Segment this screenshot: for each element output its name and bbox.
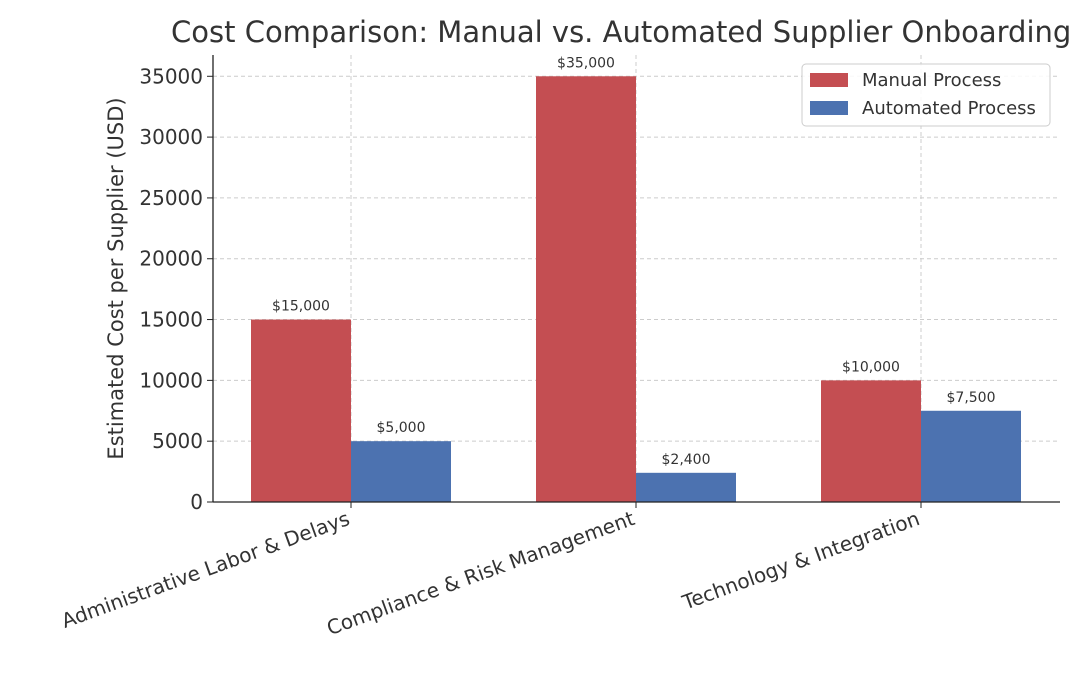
bar-automated	[636, 472, 736, 502]
legend-swatch	[810, 73, 848, 87]
bar-manual	[536, 76, 636, 503]
data-label: $15,000	[272, 299, 330, 315]
data-label: $10,000	[842, 359, 900, 375]
legend-label: Automated Process	[862, 98, 1036, 119]
y-tick-label: 30000	[139, 125, 203, 149]
data-label: $35,000	[557, 55, 615, 71]
data-label: $2,400	[662, 452, 711, 468]
y-tick-label: 10000	[139, 368, 203, 392]
y-tick-label: 20000	[139, 247, 203, 271]
bar-manual	[821, 380, 921, 502]
data-label: $5,000	[377, 420, 426, 436]
x-tick-label: Technology & Integration	[678, 506, 923, 615]
bar-automated	[351, 441, 451, 502]
x-tick-label: Compliance & Risk Management	[324, 506, 638, 640]
legend	[801, 63, 1051, 127]
legend-swatch	[810, 101, 848, 115]
y-tick-label: 0	[190, 490, 203, 514]
y-tick-label: 35000	[139, 64, 203, 88]
y-tick-label: 5000	[152, 429, 203, 453]
legend-label: Manual Process	[862, 70, 1001, 91]
data-label: $7,500	[947, 390, 996, 406]
x-tick-label: Administrative Labor & Delays	[58, 506, 352, 633]
y-axis-label: Estimated Cost per Supplier (USD)	[104, 97, 128, 459]
bar-manual	[251, 319, 351, 502]
y-tick-label: 25000	[139, 186, 203, 210]
bar-automated	[921, 410, 1021, 502]
chart-title: Cost Comparison: Manual vs. Automated Su…	[171, 15, 1071, 49]
y-tick-label: 15000	[139, 308, 203, 332]
